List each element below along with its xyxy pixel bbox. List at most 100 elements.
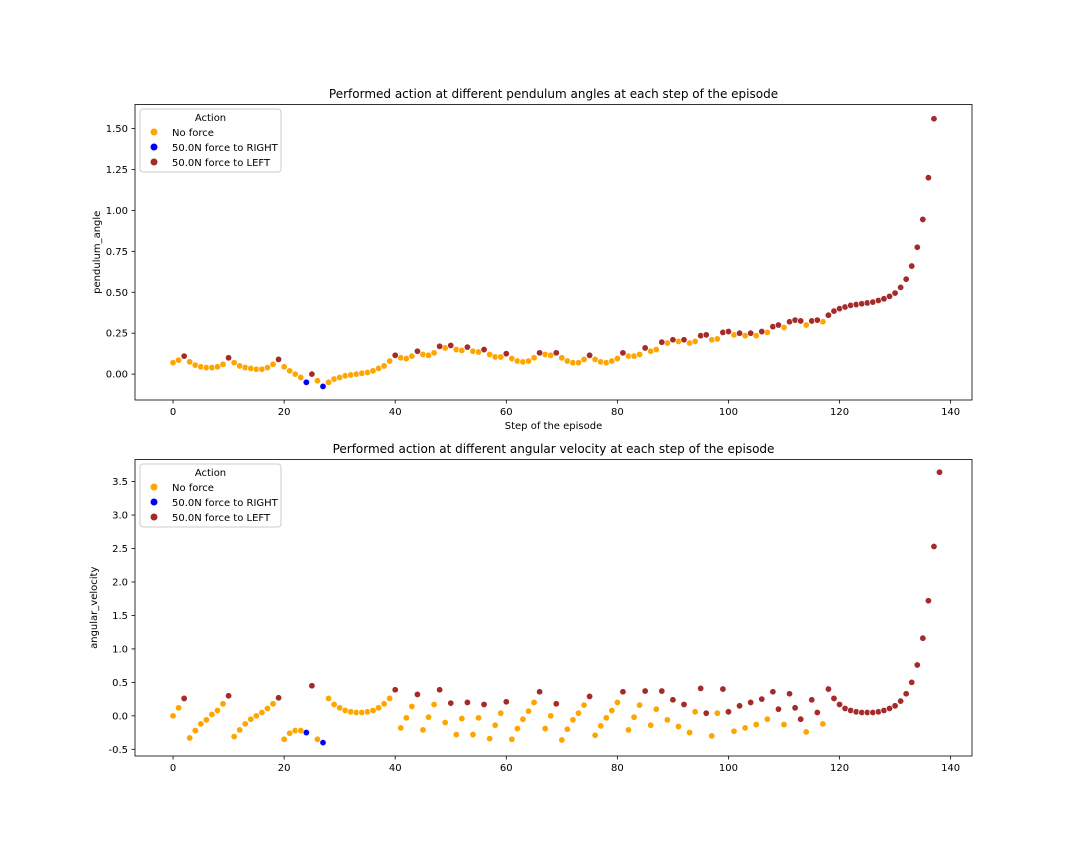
point-force-right: [302, 729, 310, 737]
point-no-force: [802, 321, 810, 329]
x-tick-label: 80: [611, 763, 624, 774]
point-force-left: [697, 684, 705, 692]
point-force-left: [463, 343, 471, 351]
pendulum-angle-chart: Performed action at different pendulum a…: [92, 87, 973, 432]
x-tick-label: 0: [170, 407, 176, 418]
y-tick-label: 3.5: [112, 477, 128, 488]
point-no-force: [458, 346, 466, 354]
point-no-force: [652, 346, 660, 354]
y-axis-label: angular_velocity: [89, 567, 100, 649]
point-force-left: [552, 349, 560, 357]
point-no-force: [630, 713, 638, 721]
point-no-force: [636, 701, 644, 709]
point-no-force: [647, 721, 655, 729]
point-no-force: [286, 729, 294, 737]
tick-layer: 0 20 40 60 80 100 120 140 -0.5 0.0 0.5 1.0 1.5 2.0 2.5…: [108, 477, 960, 774]
point-force-left: [913, 661, 921, 669]
point-force-left: [808, 696, 816, 704]
point-no-force: [686, 729, 694, 737]
point-no-force: [708, 732, 716, 740]
point-force-left: [736, 329, 744, 337]
y-tick-label: 0.00: [106, 370, 128, 381]
point-no-force: [230, 733, 238, 741]
point-no-force: [574, 359, 582, 367]
point-no-force: [380, 362, 388, 370]
legend-label-right: 50.0N force to RIGHT: [172, 143, 279, 154]
point-force-left: [736, 702, 744, 710]
point-force-left: [308, 682, 316, 690]
legend-box: [139, 108, 282, 173]
point-no-force: [608, 706, 616, 714]
point-no-force: [263, 704, 271, 712]
x-tick-label: 40: [389, 407, 402, 418]
legend-title: Action: [195, 468, 226, 479]
point-force-left: [769, 688, 777, 696]
point-force-left: [830, 694, 838, 702]
point-no-force: [674, 723, 682, 731]
point-no-force: [291, 370, 299, 378]
point-force-left: [658, 338, 666, 346]
point-no-force: [547, 712, 555, 720]
point-force-left: [180, 694, 188, 702]
point-no-force: [458, 715, 466, 723]
legend-label-no-force: No force: [172, 128, 214, 139]
point-force-left: [774, 705, 782, 713]
point-force-left: [824, 685, 832, 693]
y-tick-label: 3.0: [112, 511, 128, 522]
point-force-left: [669, 336, 677, 344]
point-no-force: [419, 726, 427, 734]
point-no-force: [236, 726, 244, 734]
point-force-left: [641, 687, 649, 695]
legend-label-no-force: No force: [172, 483, 214, 494]
legend-label-left: 50.0N force to LEFT: [172, 513, 271, 524]
point-force-left: [747, 698, 755, 706]
point-no-force: [230, 359, 238, 367]
point-force-left: [908, 678, 916, 686]
point-force-left: [786, 690, 794, 698]
point-force-left: [619, 688, 627, 696]
point-no-force: [219, 700, 227, 708]
x-tick-label: 120: [830, 407, 849, 418]
x-tick-label: 140: [941, 407, 960, 418]
x-tick-label: 20: [278, 763, 291, 774]
point-no-force: [247, 715, 255, 723]
point-no-force: [563, 725, 571, 733]
point-force-left: [702, 709, 710, 717]
plot-frame: [134, 459, 973, 757]
point-force-left: [930, 115, 938, 123]
point-no-force: [408, 702, 416, 710]
point-no-force: [186, 734, 194, 742]
point-no-force: [175, 704, 183, 712]
point-force-right: [319, 739, 327, 747]
point-no-force: [258, 708, 266, 716]
point-force-left: [836, 700, 844, 708]
point-force-left: [886, 704, 894, 712]
point-no-force: [558, 736, 566, 744]
y-tick-label: 0.0: [112, 711, 128, 722]
tick-layer: 0 20 40 60 80 100 120 140 0.00 0.25 0.50 0.75 1.00 1.…: [106, 124, 960, 418]
y-tick-label: 1.00: [106, 206, 128, 217]
point-no-force: [425, 713, 433, 721]
point-force-left: [275, 694, 283, 702]
point-force-left: [724, 328, 732, 336]
point-force-right: [319, 382, 327, 390]
point-no-force: [519, 715, 527, 723]
point-no-force: [213, 706, 221, 714]
point-no-force: [597, 722, 605, 730]
point-no-force: [380, 700, 388, 708]
point-force-left: [586, 692, 594, 700]
point-force-left: [724, 708, 732, 716]
point-no-force: [169, 712, 177, 720]
point-force-left: [758, 328, 766, 336]
point-force-left: [791, 704, 799, 712]
point-force-right: [302, 378, 310, 386]
legend-box: [139, 463, 282, 528]
angular-velocity-chart: Performed action at different angular ve…: [89, 442, 973, 774]
point-no-force: [269, 700, 277, 708]
point-no-force: [691, 708, 699, 716]
legend-marker-no-force: [150, 128, 158, 136]
point-force-left: [913, 243, 921, 251]
point-force-left: [813, 316, 821, 324]
point-force-left: [180, 352, 188, 360]
point-no-force: [191, 727, 199, 735]
